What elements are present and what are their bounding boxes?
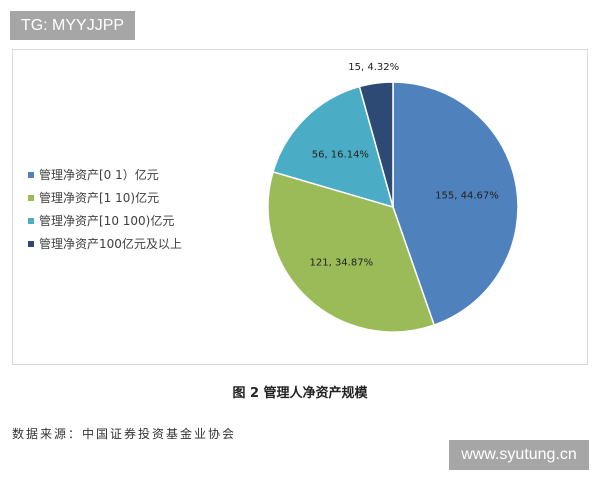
- legend-item: 管理净资产[0 1）亿元: [28, 163, 182, 186]
- legend-label: 管理净资产100亿元及以上: [39, 237, 182, 251]
- watermark-top: TG: MYYJJPP: [10, 11, 135, 40]
- data-label: 121, 34.87%: [310, 257, 374, 268]
- legend: 管理净资产[0 1）亿元 管理净资产[1 10)亿元 管理净资产[10 100)…: [28, 163, 182, 255]
- legend-swatch: [28, 217, 34, 224]
- figure-caption: 图 2 管理人净资产规模: [232, 386, 368, 401]
- legend-item: 管理净资产[10 100)亿元: [28, 209, 182, 232]
- watermark-bottom: www.syutung.cn: [449, 440, 589, 470]
- source-note: 数据来源：中国证券投资基金业协会: [12, 427, 237, 441]
- pie-slice: [267, 170, 436, 333]
- data-label: 15, 4.32%: [348, 62, 399, 73]
- legend-label: 管理净资产[1 10)亿元: [39, 191, 160, 205]
- pie-slice: [392, 81, 519, 327]
- pie-slice: [358, 81, 394, 208]
- data-label: 56, 16.14%: [312, 150, 369, 161]
- legend-item: 管理净资产[1 10)亿元: [28, 186, 182, 209]
- legend-label: 管理净资产[10 100)亿元: [39, 214, 175, 228]
- legend-item: 管理净资产100亿元及以上: [28, 232, 182, 255]
- legend-label: 管理净资产[0 1）亿元: [39, 168, 159, 182]
- chart-frame: [12, 49, 588, 365]
- pie-slice: [272, 85, 395, 209]
- legend-swatch: [28, 171, 34, 178]
- legend-swatch: [28, 240, 34, 247]
- data-label: 155, 44.67%: [435, 190, 499, 201]
- legend-swatch: [28, 194, 34, 201]
